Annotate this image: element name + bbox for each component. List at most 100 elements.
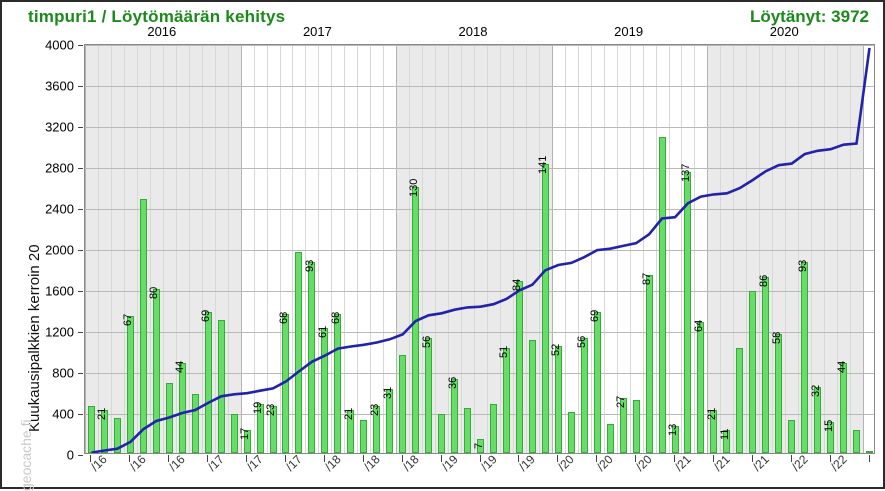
vertical-gridline <box>98 45 99 453</box>
bar-value-label: 44 <box>174 360 187 373</box>
bar <box>762 276 770 453</box>
bar <box>113 418 121 453</box>
x-tick-mark <box>635 455 637 462</box>
horizontal-gridline <box>85 250 874 251</box>
bar <box>528 340 536 453</box>
y-tick-mark <box>78 250 83 251</box>
bar <box>736 348 744 453</box>
x-tick-label: /17 <box>205 455 227 474</box>
bar <box>658 137 666 453</box>
year-label-row: 2016201720182019202020212022 <box>84 24 875 42</box>
vertical-gridline <box>578 45 579 453</box>
page-title: timpuri1 / Löytömäärän kehitys <box>28 7 286 26</box>
x-tick-label: /18 <box>399 455 422 474</box>
x-tick-label: /18 <box>321 455 344 474</box>
vertical-gridline <box>837 45 838 453</box>
y-tick-label: 2000 <box>45 242 74 258</box>
bar-value-label: 80 <box>148 286 161 299</box>
x-tick-label: /19 <box>438 455 461 474</box>
bar <box>502 348 510 453</box>
bar <box>152 289 160 453</box>
year-label: 2019 <box>614 24 644 39</box>
y-tick-label: 800 <box>52 365 74 381</box>
x-tick-mark <box>284 455 286 462</box>
bar-value-label: 21 <box>96 407 109 420</box>
bar <box>87 405 95 453</box>
x-axis: /16/16/16/17/17/17/18/18/18/19/19/19/20 /… <box>84 455 875 491</box>
x-tick-mark <box>246 455 248 462</box>
y-tick-label: 0 <box>66 447 74 463</box>
bar <box>840 362 848 453</box>
vertical-gridline <box>163 45 164 453</box>
vertical-gridline <box>422 45 423 453</box>
bar-value-label: 44 <box>835 360 848 373</box>
x-tick-mark <box>518 455 520 462</box>
vertical-gridline <box>759 45 760 453</box>
bar <box>295 252 303 453</box>
bar <box>126 315 134 453</box>
bar-value-label: 141 <box>537 155 550 174</box>
vertical-gridline <box>357 45 358 453</box>
vertical-gridline <box>694 45 695 453</box>
bar-value-label: 69 <box>589 309 602 322</box>
x-tick-label: /21 <box>672 455 694 474</box>
bar <box>801 262 809 453</box>
x-tick-mark <box>479 455 481 462</box>
vertical-gridline <box>552 45 553 453</box>
x-tick-mark <box>323 455 325 462</box>
bar-value-label: 130 <box>407 178 420 197</box>
x-tick-mark <box>712 455 714 462</box>
bar-value-label: 58 <box>770 331 783 345</box>
bar <box>321 327 329 453</box>
bar-value-label: 27 <box>615 395 628 408</box>
vertical-gridline <box>202 45 203 453</box>
vertical-gridline <box>772 45 773 453</box>
vertical-gridline <box>280 45 281 453</box>
vertical-gridline <box>331 45 332 453</box>
y-tick-label: 4000 <box>45 37 74 53</box>
year-label: 2018 <box>458 24 488 39</box>
bar-value-label: 36 <box>446 376 459 390</box>
x-tick-mark <box>829 455 831 462</box>
year-label: 2020 <box>769 24 799 39</box>
x-tick-mark <box>596 455 598 462</box>
x-tick-mark <box>790 455 792 462</box>
bar-value-label: 93 <box>796 260 809 273</box>
x-tick-mark <box>362 455 364 462</box>
x-tick-mark <box>751 455 753 462</box>
bar <box>204 311 212 453</box>
vertical-gridline <box>746 45 747 453</box>
x-tick-label: /20 <box>594 455 616 474</box>
bar <box>139 198 147 453</box>
x-tick-label: /21 <box>710 455 733 474</box>
x-tick-label: /21 <box>749 455 772 474</box>
bar-value-label: 52 <box>550 344 563 357</box>
y-tick-mark <box>78 209 83 210</box>
horizontal-gridline <box>85 45 874 46</box>
y-tick-mark <box>78 414 83 415</box>
bar <box>580 338 588 453</box>
vertical-gridline <box>500 45 501 453</box>
vertical-gridline <box>150 45 151 453</box>
x-tick-label: /20 <box>555 455 577 474</box>
y-tick-mark <box>78 455 83 456</box>
bar <box>632 399 640 453</box>
vertical-gridline <box>824 45 825 453</box>
bar <box>399 354 407 453</box>
y-tick-label: 400 <box>52 406 74 422</box>
vertical-gridline <box>669 45 670 453</box>
bar <box>775 334 783 453</box>
vertical-gridline <box>617 45 618 453</box>
bar-value-label: 93 <box>303 260 316 273</box>
bar <box>412 186 420 453</box>
bar <box>814 387 822 453</box>
bar-value-label: 23 <box>265 403 278 416</box>
vertical-gridline <box>254 45 255 453</box>
vertical-gridline <box>850 45 851 453</box>
vertical-gridline <box>318 45 319 453</box>
vertical-gridline <box>785 45 786 453</box>
bar <box>334 313 342 453</box>
year-label: 2017 <box>302 24 332 39</box>
vertical-gridline <box>539 45 540 453</box>
